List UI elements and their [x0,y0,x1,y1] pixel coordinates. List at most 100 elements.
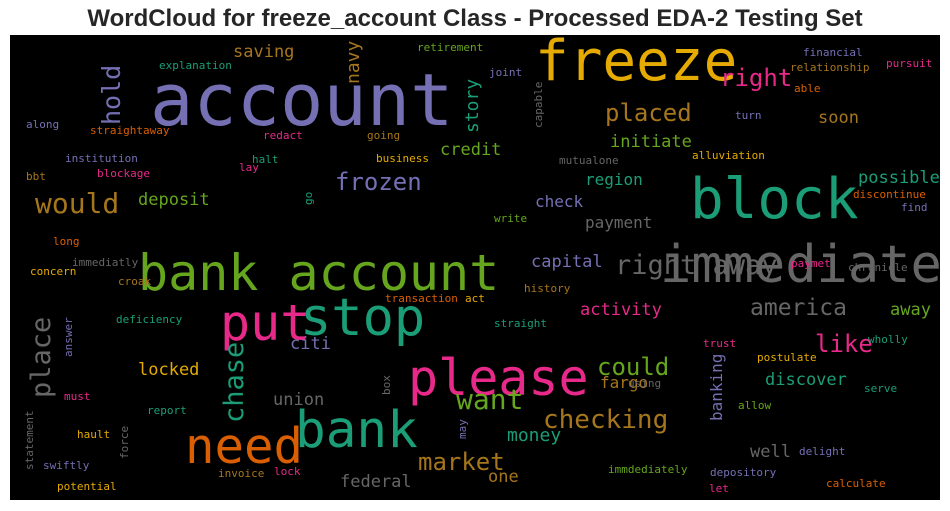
word-croak: croak [118,275,151,288]
word-may: may [456,419,469,439]
word-activity: activity [580,300,662,320]
word-money: money [507,425,561,446]
word-saving: saving [233,42,294,62]
word-payment: payment [585,213,652,232]
word-frozen: frozen [335,168,422,196]
word-account: account [150,58,453,142]
word-stop: stop [300,288,425,348]
word-banking: banking [707,354,726,421]
word-alluviation: alluviation [692,149,765,162]
word-bbt: bbt [26,170,46,183]
word-calculate: calculate [826,477,886,490]
word-explanation: explanation [159,59,232,72]
word-need: need [185,418,303,475]
word-go: go [302,192,315,205]
word-concern: concern [30,265,76,278]
word-locked: locked [138,360,199,380]
word-relationship: relationship [790,61,869,74]
word-long: long [53,235,80,248]
word-region: region [585,170,643,189]
word-joint: joint [489,66,522,79]
word-using: using [628,377,661,390]
word-delight: delight [799,445,845,458]
word-blockage: blockage [97,167,150,180]
word-discontinue: discontinue [853,188,926,201]
word-straight: straight [494,317,547,330]
word-capable: capable [532,82,545,128]
word-away: away [890,300,931,320]
word-immediately: immediately [660,235,940,295]
word-market: market [418,448,505,476]
word-swiftly: swiftly [43,459,90,472]
word-credit: credit [440,140,501,160]
word-act: act [465,292,485,305]
word-well: well [750,442,791,462]
word-soon: soon [818,108,859,128]
word-trust: trust [703,337,736,350]
word-depository: depository [710,466,777,479]
word-force: force [118,426,131,459]
word-block: block [690,167,859,232]
word-discover: discover [765,370,847,390]
word-america: america [750,295,847,321]
word-lay: lay [239,161,259,174]
word-statement: statement [23,410,36,470]
word-deficiency: deficiency [116,313,183,326]
word-navy: navy [343,40,364,84]
word-capital: capital [531,252,603,272]
word-lock: lock [274,465,301,478]
word-retirement: retirement [417,41,483,54]
word-along: along [26,118,59,131]
word-history: history [524,282,571,295]
word-mutualone: mutualone [559,154,619,167]
word-going: going [367,129,400,142]
word-potential: potential [57,480,117,493]
word-able: able [794,82,821,95]
word-straightaway: straightaway [90,124,170,137]
word-story: story [462,79,483,133]
word-deposit: deposit [138,190,210,210]
word-immediatly: immediatly [72,256,139,269]
chart-title: WordCloud for freeze_account Class - Pro… [87,5,863,32]
word-chase: chase [219,342,250,423]
word-would: would [35,187,119,220]
word-freeze: freeze [535,35,737,94]
word-want: want [456,383,523,416]
word-pursuit: pursuit [886,57,932,70]
wordcloud-background [10,35,940,500]
word-like: like [815,330,873,358]
word-one: one [488,467,519,487]
word-report: report [147,404,187,417]
word-right-away: right away [615,250,778,281]
word-postulate: postulate [757,351,817,364]
word-invoice: invoice [218,467,264,480]
word-box: box [380,375,393,395]
word-initiate: initiate [610,132,692,152]
word-allow: allow [738,399,771,412]
word-serve: serve [864,382,897,395]
word-checking: checking [543,405,668,435]
word-financial: financial [803,46,863,59]
word-redact: redact [263,129,303,142]
word-wholly: wholly [868,333,908,346]
word-union: union [273,390,324,410]
word-put: put [220,294,310,352]
word-halt: halt [252,153,279,166]
word-paymet: paymet [791,257,831,270]
word-turn: turn [735,109,762,122]
word-hold: hold [97,65,126,125]
word-possible: possible [858,168,940,188]
word-immdediately: immdediately [608,463,688,476]
word-bank: bank [295,401,418,460]
word-citi: citi [290,334,331,354]
word-could: could [597,353,669,381]
word-place: place [26,317,57,398]
word-federal: federal [340,472,412,492]
word-fargo: fargo [600,373,648,392]
word-bank-account: bank account [138,244,499,302]
word-answer: answer [62,317,75,357]
word-chronicle: chronicle [848,261,908,274]
word-write: write [494,212,527,225]
